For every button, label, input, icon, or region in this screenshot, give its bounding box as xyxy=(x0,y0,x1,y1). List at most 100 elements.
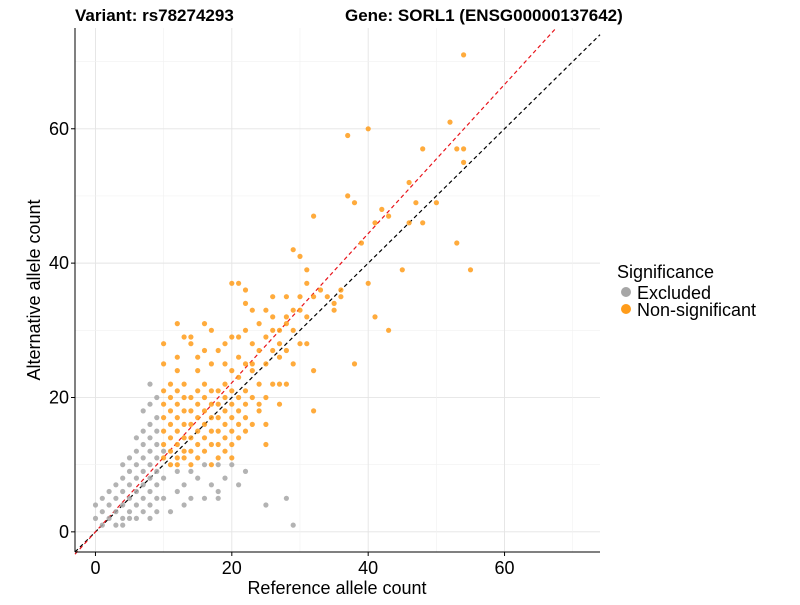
excluded-point xyxy=(140,428,146,434)
fit-line xyxy=(74,27,557,555)
excluded-point xyxy=(106,515,112,522)
non-significant-point xyxy=(174,415,180,421)
non-significant-point xyxy=(222,448,228,454)
non-significant-point xyxy=(304,314,310,320)
non-significant-point xyxy=(317,287,324,293)
non-significant-point xyxy=(256,408,262,414)
non-significant-point xyxy=(324,294,330,300)
non-significant-point xyxy=(290,247,296,253)
non-significant-point xyxy=(167,394,174,401)
y-tick-label: 60 xyxy=(49,119,69,139)
non-significant-point xyxy=(174,354,180,360)
non-significant-point xyxy=(454,240,460,246)
excluded-point xyxy=(133,502,139,508)
non-significant-point xyxy=(201,408,208,414)
non-significant-point xyxy=(270,294,276,300)
excluded-point xyxy=(236,482,242,488)
non-significant-point xyxy=(195,441,201,448)
non-significant-point xyxy=(365,280,371,286)
non-significant-point xyxy=(188,334,194,340)
non-significant-point xyxy=(161,401,167,407)
excluded-point xyxy=(126,515,133,522)
non-significant-point xyxy=(215,401,221,407)
excluded-point xyxy=(147,421,153,427)
non-significant-point xyxy=(283,381,289,387)
non-significant-point xyxy=(276,341,283,347)
non-significant-point xyxy=(263,441,269,448)
non-significant-point xyxy=(461,159,467,165)
non-significant-point xyxy=(249,341,255,347)
non-significant-point xyxy=(201,347,208,354)
non-significant-point xyxy=(297,253,303,259)
non-significant-point xyxy=(406,220,412,226)
non-significant-point xyxy=(201,381,208,387)
non-significant-point xyxy=(181,448,187,454)
non-significant-point xyxy=(167,408,174,414)
non-significant-point xyxy=(181,435,187,441)
non-significant-point xyxy=(304,267,310,273)
non-significant-point xyxy=(467,267,474,273)
non-significant-point xyxy=(379,206,385,212)
non-significant-point xyxy=(188,435,194,441)
excluded-point xyxy=(140,495,146,501)
non-significant-point xyxy=(229,368,235,374)
non-significant-point xyxy=(283,321,289,327)
excluded-point xyxy=(201,462,208,468)
non-significant-point xyxy=(297,341,303,347)
excluded-point xyxy=(174,488,180,495)
legend-swatch-non-significant xyxy=(621,304,631,314)
excluded-point xyxy=(126,495,133,501)
non-significant-point xyxy=(174,321,180,327)
excluded-point xyxy=(133,462,139,468)
excluded-point xyxy=(126,509,133,515)
excluded-point xyxy=(188,468,194,474)
non-significant-point xyxy=(283,347,289,354)
excluded-point xyxy=(140,468,146,474)
excluded-point xyxy=(154,482,160,488)
non-significant-point xyxy=(161,361,167,367)
y-axis-title: Alternative allele count xyxy=(24,199,44,380)
non-significant-point xyxy=(215,388,221,394)
non-significant-point xyxy=(249,394,255,401)
non-significant-point xyxy=(420,146,426,152)
non-significant-point xyxy=(222,341,228,347)
non-significant-point xyxy=(174,428,180,434)
non-significant-point xyxy=(181,394,187,401)
excluded-point xyxy=(263,502,269,508)
non-significant-point xyxy=(161,341,167,347)
non-significant-point xyxy=(270,381,276,387)
excluded-point xyxy=(215,495,221,501)
excluded-point xyxy=(140,441,146,448)
gene-title: Gene: SORL1 (ENSG00000137642) xyxy=(345,6,623,25)
excluded-point xyxy=(154,509,160,515)
non-significant-point xyxy=(188,421,194,427)
excluded-point xyxy=(154,394,160,401)
excluded-point xyxy=(147,502,153,508)
excluded-point xyxy=(242,468,249,474)
non-significant-point xyxy=(242,287,249,293)
excluded-point xyxy=(126,455,133,461)
non-significant-point xyxy=(345,132,351,139)
non-significant-point xyxy=(208,462,214,468)
non-significant-point xyxy=(290,327,296,333)
non-significant-point xyxy=(222,394,228,401)
y-axis-ticks: 0 20 40 60 xyxy=(49,119,75,542)
non-significant-point xyxy=(201,435,208,441)
excluded-point xyxy=(140,509,146,515)
non-significant-point xyxy=(276,401,283,407)
non-significant-point xyxy=(208,441,214,448)
non-significant-point xyxy=(270,327,276,333)
non-significant-point xyxy=(290,307,296,313)
non-significant-point xyxy=(242,388,249,394)
non-significant-point xyxy=(167,448,174,454)
excluded-point xyxy=(154,468,160,474)
non-significant-point xyxy=(311,213,317,219)
x-tick-label: 0 xyxy=(90,558,100,578)
excluded-point xyxy=(133,475,139,481)
excluded-point xyxy=(154,428,160,434)
non-significant-point xyxy=(256,347,262,354)
excluded-point xyxy=(147,381,153,387)
excluded-point xyxy=(113,509,119,515)
excluded-point xyxy=(120,488,126,495)
excluded-point xyxy=(133,448,139,454)
